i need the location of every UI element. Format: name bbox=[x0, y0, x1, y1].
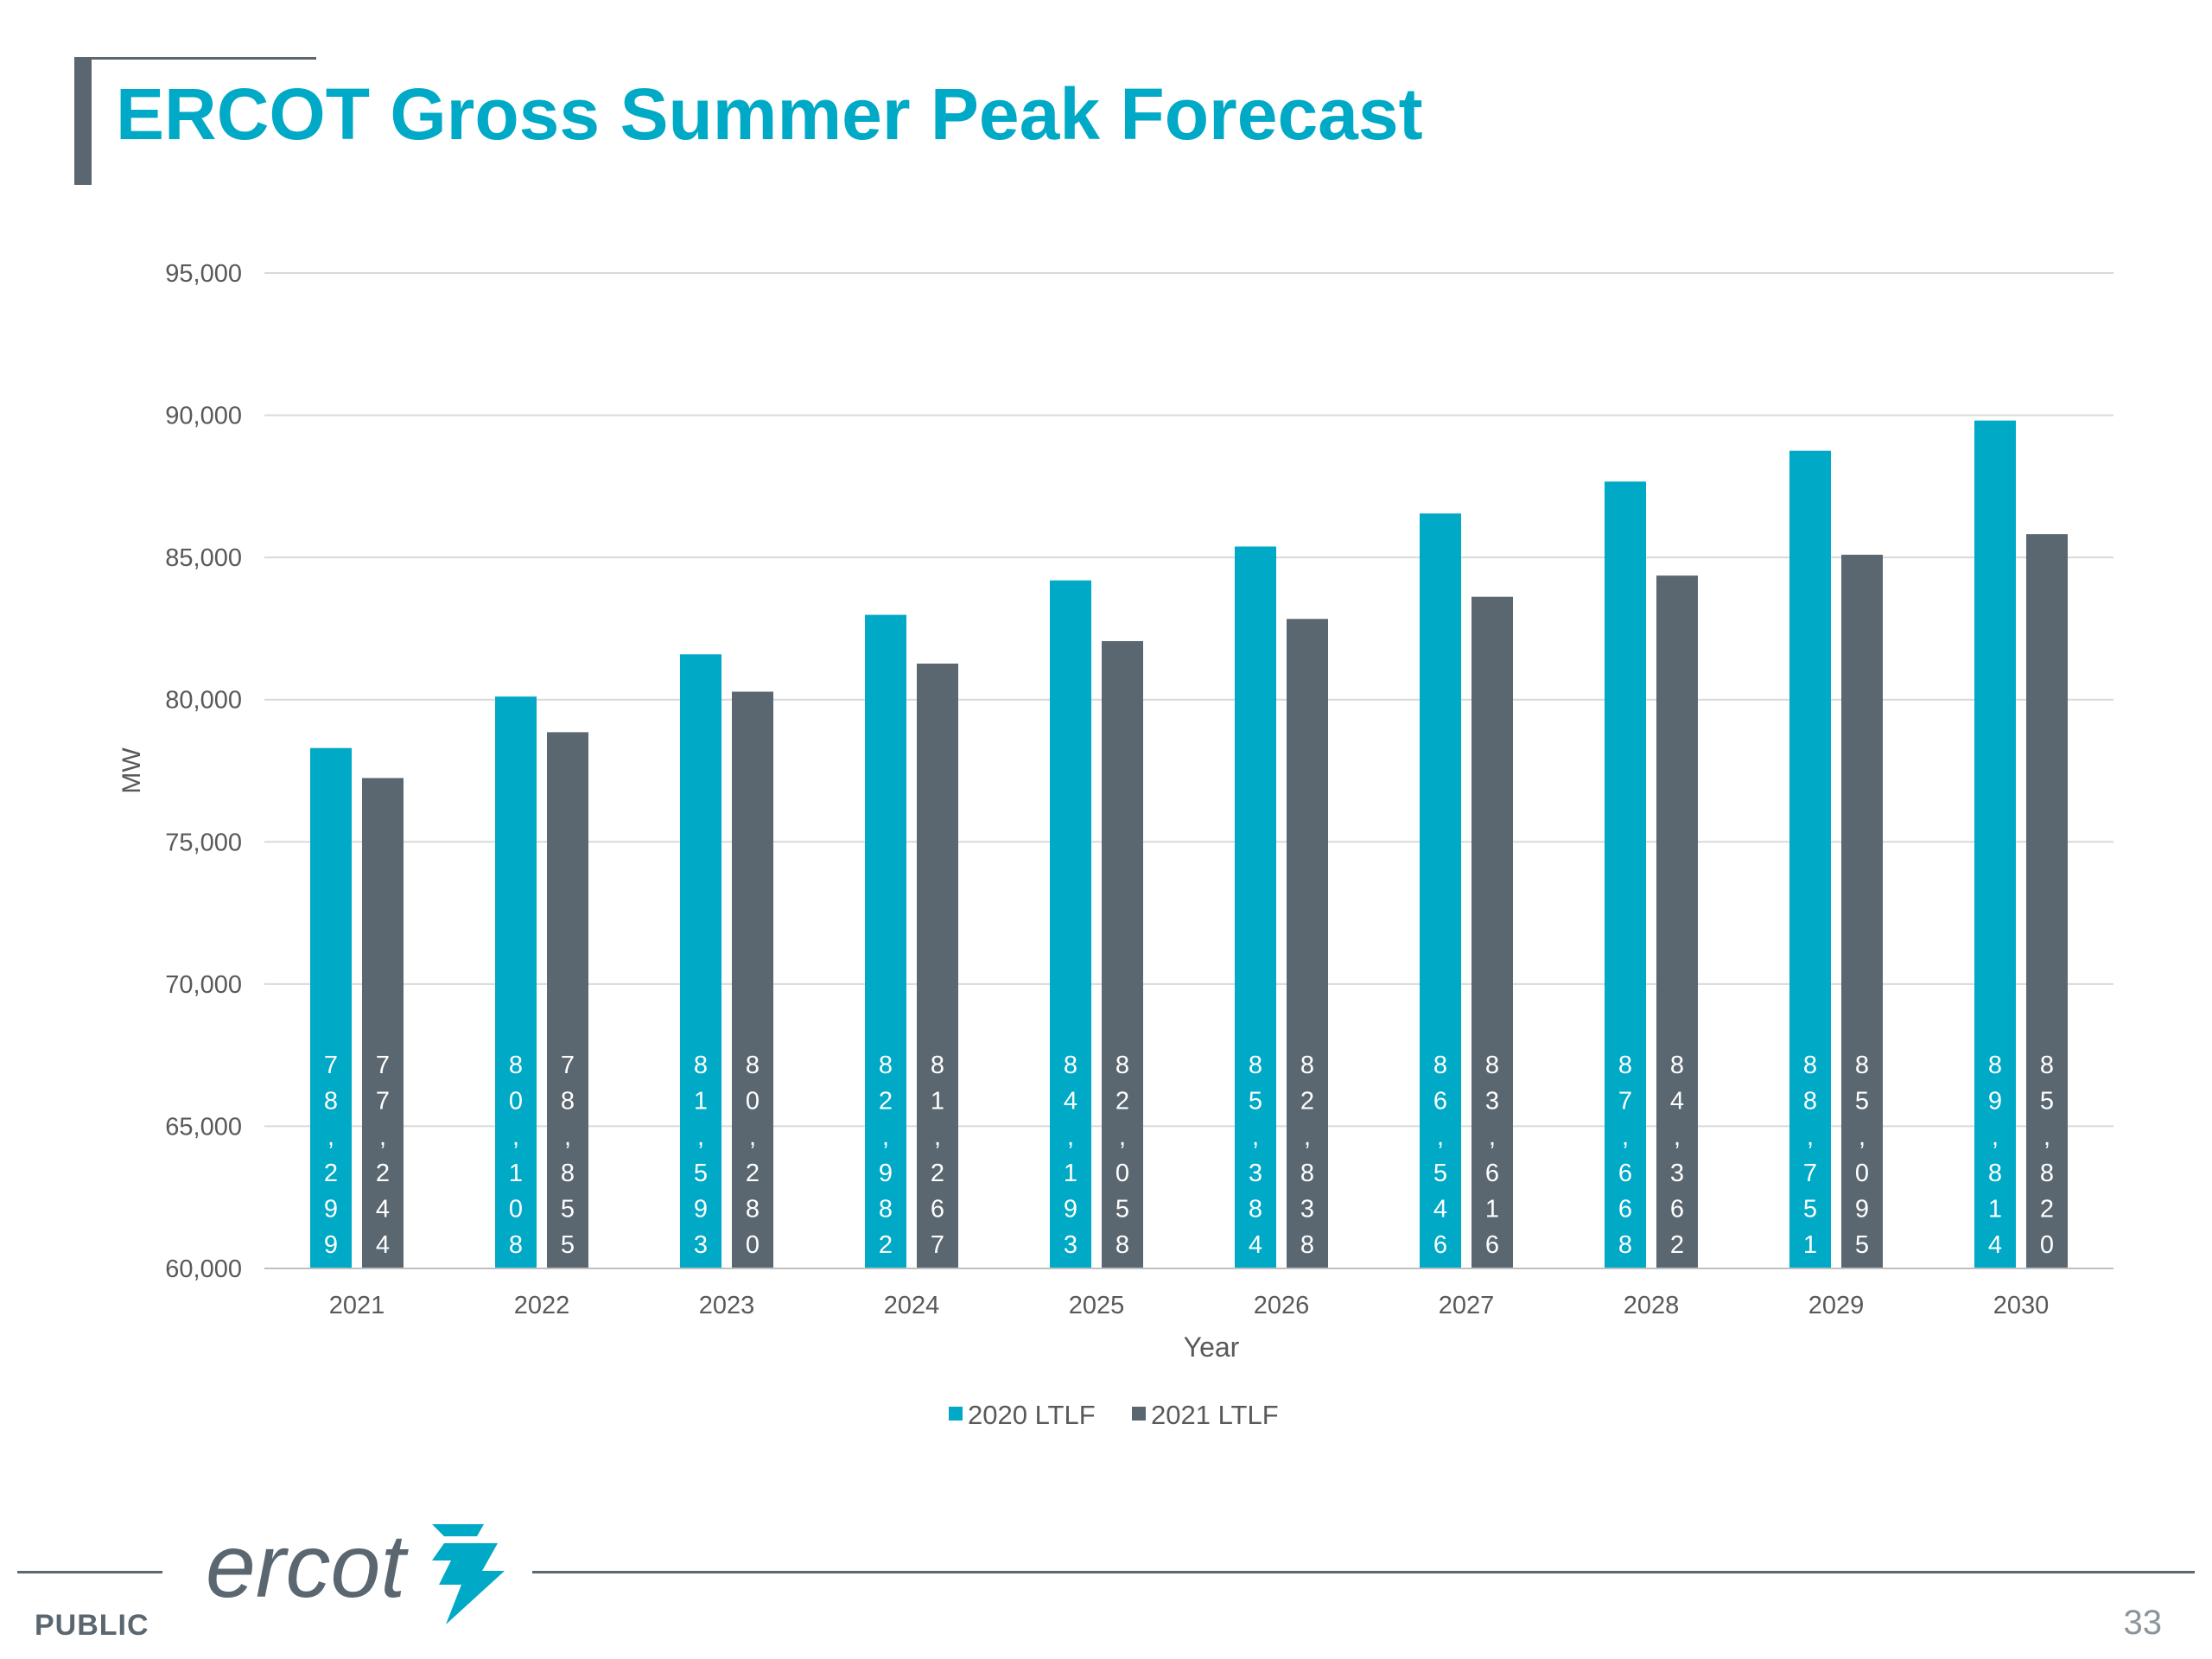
bar bbox=[1789, 450, 1831, 1268]
ercot-lightning-icon bbox=[432, 1524, 505, 1624]
bar bbox=[1656, 575, 1698, 1268]
y-tick-label: 85,000 bbox=[165, 544, 242, 572]
title-accent-bar bbox=[74, 57, 92, 185]
slide-title: ERCOT Gross Summer Peak Forecast bbox=[116, 73, 1423, 155]
bar bbox=[1605, 481, 1646, 1268]
bar bbox=[1974, 420, 2016, 1268]
footer-divider-right bbox=[532, 1571, 2195, 1573]
x-tick-label: 2022 bbox=[514, 1292, 570, 1319]
logo-wordmark: ercot bbox=[206, 1517, 409, 1617]
bar bbox=[680, 654, 721, 1268]
bar bbox=[362, 778, 404, 1268]
classification-label: PUBLIC bbox=[35, 1609, 149, 1642]
title-accent-line bbox=[74, 57, 316, 60]
page-number: 33 bbox=[2123, 1604, 2163, 1642]
ercot-logo: ercot bbox=[206, 1517, 505, 1624]
legend-swatch bbox=[949, 1407, 963, 1421]
legend-label: 2020 LTLF bbox=[968, 1400, 1096, 1430]
bar bbox=[547, 732, 588, 1268]
y-axis-title: MW bbox=[118, 747, 146, 794]
x-tick-label: 2023 bbox=[699, 1292, 755, 1319]
y-tick-label: 65,000 bbox=[165, 1113, 242, 1141]
x-tick-label: 2021 bbox=[329, 1292, 385, 1319]
y-tick-label: 60,000 bbox=[165, 1255, 242, 1283]
x-axis-title: Year bbox=[1184, 1332, 1240, 1363]
bar bbox=[1420, 513, 1461, 1268]
x-tick-label: 2028 bbox=[1624, 1292, 1680, 1319]
x-tick-label: 2025 bbox=[1069, 1292, 1125, 1319]
bar bbox=[865, 614, 906, 1268]
x-tick-label: 2024 bbox=[884, 1292, 940, 1319]
bar bbox=[732, 691, 773, 1268]
bar bbox=[1287, 619, 1328, 1268]
x-tick-label: 2030 bbox=[1993, 1292, 2050, 1319]
bar bbox=[1841, 555, 1883, 1268]
y-tick-label: 95,000 bbox=[165, 260, 242, 288]
y-tick-label: 75,000 bbox=[165, 829, 242, 856]
bar bbox=[917, 664, 958, 1268]
bar bbox=[310, 747, 352, 1268]
bar-chart: 60,000 65,000 70,000 75,000 80,000 85,000 90,0… bbox=[118, 260, 2113, 1430]
legend-swatch bbox=[1132, 1407, 1146, 1421]
bar bbox=[2026, 534, 2068, 1268]
footer-divider-left bbox=[17, 1571, 162, 1573]
x-tick-label: 2029 bbox=[1808, 1292, 1865, 1319]
x-tick-label: 2026 bbox=[1254, 1292, 1310, 1319]
bar bbox=[495, 696, 537, 1268]
y-tick-label: 70,000 bbox=[165, 971, 242, 999]
bar bbox=[1102, 640, 1143, 1268]
y-tick-label: 80,000 bbox=[165, 687, 242, 715]
bar bbox=[1235, 546, 1276, 1268]
x-tick-label: 2027 bbox=[1439, 1292, 1495, 1319]
bar bbox=[1471, 596, 1513, 1268]
bar bbox=[1050, 580, 1091, 1268]
y-tick-label: 90,000 bbox=[165, 403, 242, 430]
legend-label: 2021 LTLF bbox=[1151, 1400, 1279, 1430]
